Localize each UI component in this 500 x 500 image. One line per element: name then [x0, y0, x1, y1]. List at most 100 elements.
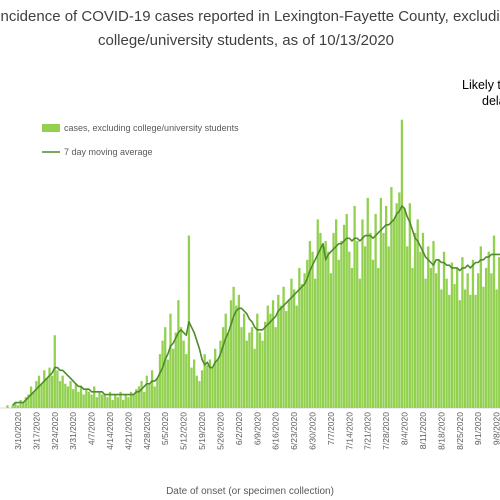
x-tick-label: 7/21/2020	[363, 412, 373, 450]
bar	[206, 364, 209, 408]
bar	[306, 259, 309, 408]
bar	[140, 381, 143, 408]
bar	[408, 203, 411, 408]
bar	[327, 251, 330, 408]
bar	[245, 340, 248, 408]
bar	[40, 383, 43, 408]
legend-swatch	[42, 124, 60, 132]
bar	[363, 246, 367, 408]
bar	[345, 214, 348, 408]
bar	[14, 402, 17, 408]
chart-title: college/university students, as of 10/13…	[98, 32, 394, 49]
bar	[124, 394, 127, 408]
bar	[269, 313, 272, 408]
bar	[411, 267, 414, 408]
bar	[256, 313, 259, 408]
bar	[221, 327, 225, 408]
bar	[395, 203, 398, 408]
bar	[374, 214, 377, 408]
bar	[477, 273, 480, 408]
bar	[16, 405, 20, 408]
bar	[316, 219, 319, 408]
bar	[119, 391, 122, 408]
bar	[74, 383, 77, 408]
x-tick-label: 9/1/2020	[473, 412, 483, 445]
legend-label: cases, excluding college/university stud…	[64, 123, 239, 133]
bar	[261, 340, 264, 408]
bar	[456, 267, 459, 408]
x-tick-label: 5/19/2020	[197, 412, 207, 450]
x-tick-label: 5/26/2020	[215, 412, 225, 450]
bar	[135, 389, 138, 408]
bar	[242, 313, 246, 408]
bar	[266, 305, 269, 408]
bar	[195, 375, 198, 408]
x-tick-label: 6/16/2020	[271, 412, 281, 450]
bar	[114, 394, 117, 408]
bar	[427, 246, 430, 408]
bar	[43, 370, 46, 408]
bar	[132, 394, 135, 408]
bar	[232, 286, 235, 408]
bar	[111, 399, 114, 408]
bar	[445, 278, 448, 408]
bar	[279, 305, 283, 408]
x-tick-label: 8/4/2020	[400, 412, 410, 445]
x-tick-label: 8/25/2020	[455, 412, 465, 450]
x-tick-label: 6/30/2020	[308, 412, 318, 450]
bar	[356, 240, 359, 408]
bar	[324, 240, 327, 408]
bar	[108, 391, 112, 408]
bar	[498, 257, 500, 408]
bar	[340, 240, 343, 408]
x-tick-label: 7/14/2020	[344, 412, 354, 450]
bar	[158, 354, 162, 408]
bar	[319, 232, 322, 408]
legend-label: 7 day moving average	[64, 147, 153, 157]
bar	[24, 397, 27, 408]
bar	[337, 259, 340, 408]
bar	[403, 208, 406, 408]
bar	[440, 289, 443, 408]
bar	[450, 262, 454, 408]
bar	[56, 370, 59, 408]
bar	[398, 192, 401, 408]
bar	[419, 251, 422, 408]
bar	[482, 286, 485, 408]
annotation: delayed reporting	[482, 94, 500, 108]
bar	[250, 327, 254, 408]
bar	[442, 251, 446, 408]
x-tick-label: 6/9/2020	[252, 412, 262, 445]
bar	[66, 386, 70, 408]
x-tick-label: 5/12/2020	[179, 412, 189, 450]
bar	[6, 405, 9, 408]
bar	[29, 386, 33, 408]
x-tick-label: 5/5/2020	[160, 412, 170, 445]
bar	[227, 332, 230, 408]
bar	[22, 402, 25, 408]
bar	[185, 354, 188, 408]
bar	[390, 187, 393, 408]
bar	[203, 354, 206, 408]
bar	[200, 370, 204, 408]
bar	[292, 289, 296, 408]
bar	[285, 311, 288, 408]
bar	[153, 386, 156, 408]
bar	[182, 340, 185, 408]
bar	[145, 375, 148, 408]
x-tick-label: 3/24/2020	[50, 412, 60, 450]
bar	[240, 327, 243, 408]
bar	[53, 335, 56, 408]
bar	[193, 359, 196, 408]
bar	[287, 300, 290, 408]
bar	[313, 278, 317, 408]
bar	[311, 251, 314, 408]
bar	[35, 381, 38, 408]
bar	[77, 391, 80, 408]
bar	[214, 348, 217, 408]
bar	[392, 219, 396, 408]
bar	[235, 305, 238, 408]
bar	[308, 240, 312, 408]
bar	[37, 375, 41, 408]
bar	[190, 367, 193, 408]
